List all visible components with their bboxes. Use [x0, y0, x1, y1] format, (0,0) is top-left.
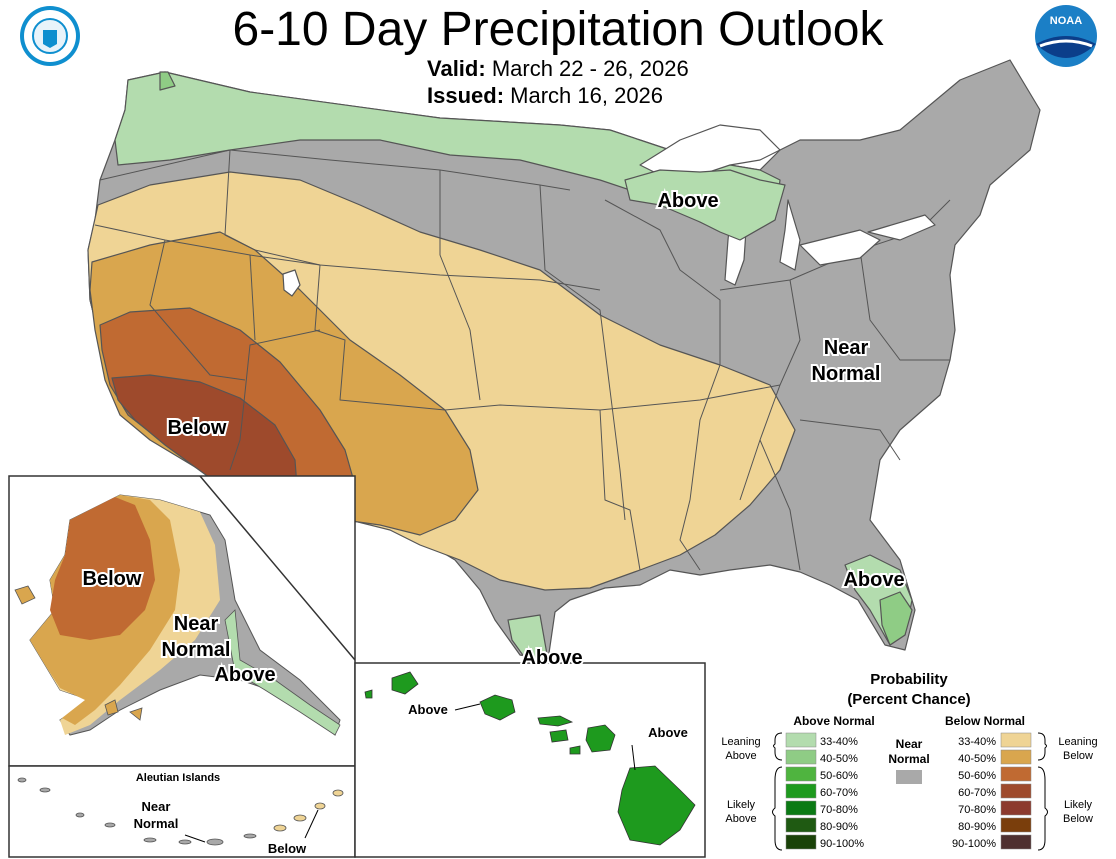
below-swatch-6: [1000, 834, 1032, 850]
legend-leaning-above-2: Above: [725, 750, 756, 762]
below-swatch-label-5: 80-90%: [958, 821, 996, 833]
above-swatch-label-2: 50-60%: [820, 770, 858, 782]
label-near-normal-east-2: Normal: [812, 363, 881, 385]
above-swatch-label-3: 60-70%: [820, 787, 858, 799]
noaa-logo: NOAA: [1035, 5, 1097, 67]
conus-above-north-dark: [159, 71, 176, 91]
legend-likely-below-2: Below: [1063, 813, 1093, 825]
legend-leaning-below-2: Below: [1063, 750, 1093, 762]
below-swatch-4: [1000, 800, 1032, 816]
legend-likely-above-1: Likely: [727, 799, 756, 811]
issued-label: Issued:: [427, 83, 505, 108]
near-normal-swatch: [896, 770, 922, 784]
above-swatch-2: [785, 766, 817, 782]
above-swatch-label-1: 40-50%: [820, 753, 858, 765]
above-swatch-label-0: 33-40%: [820, 736, 858, 748]
below-swatch-label-4: 70-80%: [958, 804, 996, 816]
below-swatch-3: [1000, 783, 1032, 799]
legend-likely-above-2: Above: [725, 813, 756, 825]
legend-above-header: Above Normal: [793, 714, 874, 728]
label-aleutian-normal: Normal: [134, 816, 179, 831]
noaa-logo-text: NOAA: [1050, 15, 1082, 27]
valid-line: Valid: March 22 - 26, 2026: [427, 56, 689, 82]
valid-value: March 22 - 26, 2026: [491, 56, 689, 81]
below-swatch-label-3: 60-70%: [958, 787, 996, 799]
legend: 33-40% 40-50% 50-60% 60-70% 70-80% 80-90% 90-1…: [785, 732, 1032, 850]
above-swatch-5: [785, 817, 817, 833]
label-near-normal-east-1: Near: [824, 337, 869, 359]
label-alaska-normal: Normal: [162, 639, 231, 661]
below-swatch-2: [1000, 766, 1032, 782]
label-above-great-lakes: Above: [657, 190, 718, 212]
aleutian-title: Aleutian Islands: [136, 772, 220, 784]
legend-title-1: Probability: [870, 671, 948, 688]
label-aleutian-near: Near: [142, 799, 171, 814]
below-swatch-0: [1000, 732, 1032, 748]
page-title: 6-10 Day Precipitation Outlook: [232, 3, 884, 56]
legend-leaning-below-1: Leaning: [1058, 736, 1097, 748]
label-hawaii-above-right: Above: [648, 725, 688, 740]
label-above-texas: Above: [521, 647, 582, 669]
great-lakes: [639, 124, 936, 286]
below-swatch-label-1: 40-50%: [958, 753, 996, 765]
below-swatch-1: [1000, 749, 1032, 765]
above-swatch-4: [785, 800, 817, 816]
hawaii-inset: [354, 662, 706, 858]
label-above-florida: Above: [843, 569, 904, 591]
issued-value: March 16, 2026: [510, 83, 664, 108]
legend-below-header: Below Normal: [945, 714, 1025, 728]
above-swatch-3: [785, 783, 817, 799]
above-swatch-0: [785, 732, 817, 748]
label-alaska-near: Near: [174, 613, 219, 635]
below-swatch-5: [1000, 817, 1032, 833]
label-below-west: Below: [168, 417, 227, 439]
below-swatch-label-2: 50-60%: [958, 770, 996, 782]
conus-above-florida-dark: [879, 591, 913, 646]
label-aleutian-below: Below: [268, 841, 307, 856]
above-swatch-6: [785, 834, 817, 850]
below-swatch-label-6: 90-100%: [952, 838, 996, 850]
legend-near-1: Near: [896, 737, 923, 751]
legend-likely-below-1: Likely: [1064, 799, 1093, 811]
issued-line: Issued: March 16, 2026: [427, 83, 663, 109]
legend-title-2: (Percent Chance): [847, 691, 970, 708]
conus-above-texas: [507, 614, 549, 661]
above-swatch-label-6: 90-100%: [820, 838, 864, 850]
label-alaska-above: Above: [214, 664, 275, 686]
valid-label: Valid:: [427, 56, 486, 81]
above-swatch-label-4: 70-80%: [820, 804, 858, 816]
legend-leaning-above-1: Leaning: [721, 736, 760, 748]
commerce-seal-logo: [20, 6, 80, 66]
label-alaska-below: Below: [83, 568, 142, 590]
legend-near-2: Normal: [888, 752, 929, 766]
above-swatch-label-5: 80-90%: [820, 821, 858, 833]
conus-above-lakes: [624, 169, 786, 241]
above-swatch-1: [785, 749, 817, 765]
aleutian-inset: [8, 765, 356, 858]
label-hawaii-above-left: Above: [408, 702, 448, 717]
alaska-inset: [8, 475, 356, 767]
below-swatch-label-0: 33-40%: [958, 736, 996, 748]
